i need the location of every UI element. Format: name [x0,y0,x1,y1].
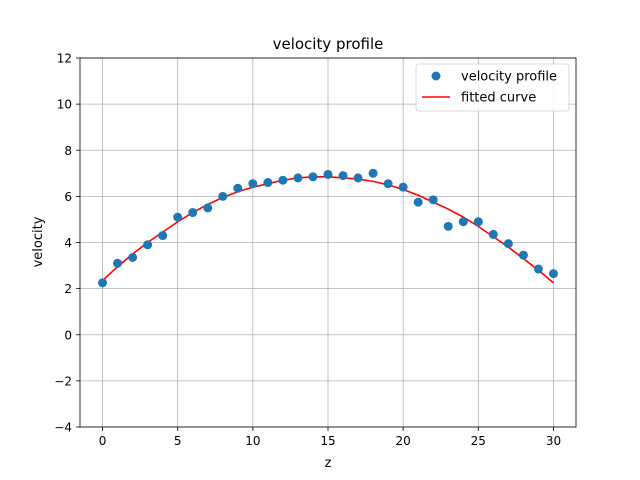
scatter-point [218,191,228,201]
scatter-point [128,252,138,262]
y-axis-label: velocity [31,216,46,267]
chart-title: velocity profile [273,35,384,53]
scatter-point [323,169,333,179]
scatter-point [173,212,183,222]
scatter-point [473,217,483,227]
scatter-point [548,269,558,279]
y-tick-label: −4 [54,421,72,435]
y-tick-label: 10 [57,98,72,112]
scatter-point [533,264,543,274]
scatter-point [98,278,108,288]
scatter-point [353,173,363,183]
scatter-point [368,168,378,178]
scatter-point [488,229,498,239]
scatter-point [233,183,243,193]
scatter-point [293,173,303,183]
x-tick-label: 5 [174,434,182,448]
x-tick-label: 10 [245,434,260,448]
scatter-point [308,172,318,182]
scatter-point [398,182,408,192]
scatter-point [413,197,423,207]
scatter-point [158,231,168,241]
x-tick-label: 20 [396,434,411,448]
x-tick-label: 15 [320,434,335,448]
scatter-points-layer [98,168,558,288]
scatter-point [428,195,438,205]
y-tick-label: 12 [57,52,72,66]
y-tick-label: −2 [54,374,72,388]
y-tick-label: 4 [64,236,72,250]
x-tick-label: 30 [546,434,561,448]
scatter-point [203,203,213,213]
legend-label-fitted-curve: fitted curve [461,91,536,106]
scatter-point [338,171,348,181]
scatter-point [458,217,468,227]
grid [80,57,576,428]
y-tick-label: 2 [64,282,72,296]
x-tick-label: 25 [471,434,486,448]
x-tick-label: 0 [99,434,107,448]
scatter-point [113,258,123,268]
legend-marker-velocity-profile [431,71,441,81]
legend-frame [415,63,570,112]
y-tick-label: 8 [64,144,72,158]
scatter-point [188,208,198,218]
scatter-point [443,221,453,231]
scatter-point [518,250,528,260]
scatter-point [278,175,288,185]
scatter-point [263,178,273,188]
legend-label-velocity-profile: velocity profile [461,70,557,85]
scatter-point [383,179,393,189]
y-tick-label: 6 [64,190,72,204]
scatter-point [503,239,513,249]
legend: velocity profile fitted curve [415,63,570,112]
scatter-point [143,240,153,250]
scatter-point [248,179,258,189]
x-axis-label: z [325,456,332,471]
axis-ticks: 0 5 10 15 20 25 30 −4 −2 0 2 4 6 8 10 12 [54,52,561,449]
y-tick-label: 0 [64,328,72,342]
